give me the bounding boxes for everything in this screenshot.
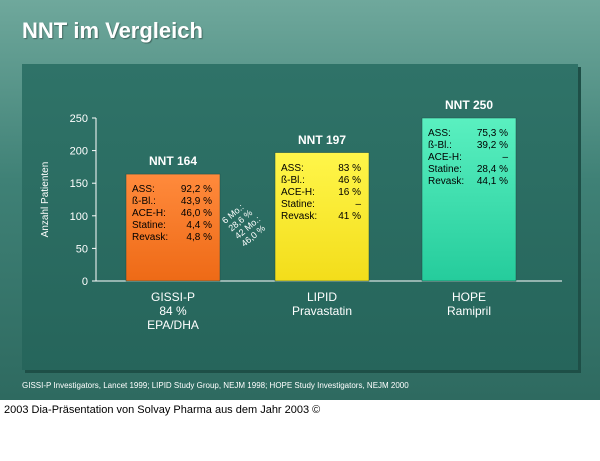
detail-row: ASS: 83 % — [281, 163, 361, 175]
bar-detail-list: ASS: 75,3 % ß-Bl.: 39,2 % ACE-H: – Statine: 28,… — [428, 128, 508, 188]
detail-value: 39,2 % — [476, 140, 508, 151]
detail-label: ß-Bl.: — [428, 140, 452, 151]
detail-value: 41 % — [338, 210, 361, 222]
bar-chart: 0 50 100 150 200 250 Anzahl Patienten — [40, 113, 562, 288]
category-label: HOPE Ramipril — [409, 290, 529, 318]
chart-panel: 0 50 100 150 200 250 Anzahl Patienten NNT 164 A… — [22, 64, 578, 370]
image-caption: 2003 Dia-Präsentation von Solvay Pharma … — [4, 404, 321, 416]
source-citation: GISSI-P Investigators, Lancet 1999; LIPI… — [22, 381, 409, 390]
y-tick-label: 0 — [82, 276, 88, 288]
y-tick-label: 100 — [70, 211, 88, 223]
bar-gissi-p — [125, 173, 221, 282]
detail-label: ASS: — [132, 184, 155, 196]
detail-label: ACE-H: — [428, 152, 462, 163]
detail-row: ß-Bl.: 43,9 % — [132, 196, 212, 208]
detail-row: Revask: 4,8 % — [132, 232, 212, 244]
detail-row: Revask: 41 % — [281, 211, 361, 223]
detail-value: 83 % — [338, 162, 361, 174]
detail-label: ASS: — [281, 162, 304, 174]
detail-value: 46 % — [338, 174, 361, 186]
category-label: GISSI-P 84 % EPA/DHA — [113, 290, 233, 332]
y-tick-label: 250 — [70, 113, 88, 125]
detail-label: Statine: — [132, 220, 166, 232]
detail-row: Revask: 44,1 % — [428, 176, 508, 188]
detail-row: ß-Bl.: 46 % — [281, 175, 361, 187]
category-label-line: 84 % — [159, 304, 187, 318]
detail-value: 75,3 % — [476, 128, 508, 139]
bar-hope — [421, 117, 517, 282]
detail-row: ACE-H: 16 % — [281, 187, 361, 199]
slide: NNT im Vergleich 0 50 100 150 200 250 Anzahl P… — [0, 0, 600, 400]
bar-lipid — [274, 152, 370, 282]
detail-row: ß-Bl.: 39,2 % — [428, 140, 508, 152]
detail-label: Statine: — [428, 164, 462, 175]
detail-label: ß-Bl.: — [281, 174, 305, 186]
detail-label: ASS: — [428, 128, 451, 139]
detail-row: Statine: 28,4 % — [428, 164, 508, 176]
detail-label: Revask: — [132, 232, 169, 244]
detail-value: 16 % — [338, 186, 361, 198]
detail-label: Statine: — [281, 198, 315, 210]
category-label-line: Ramipril — [446, 304, 491, 318]
category-label: LIPID Pravastatin — [262, 290, 382, 318]
y-tick-label: 200 — [70, 146, 88, 158]
detail-value: 46,0 % — [180, 208, 212, 220]
slide-title: NNT im Vergleich — [22, 18, 203, 43]
detail-value: 4,8 % — [186, 232, 212, 244]
bar-value-label: NNT 197 — [297, 132, 347, 147]
bar-value-label: NNT 250 — [444, 98, 494, 112]
category-label-line: LIPID — [306, 290, 337, 304]
detail-label: Revask: — [281, 210, 318, 222]
bar-detail-list: ASS: 83 % ß-Bl.: 46 % ACE-H: 16 % Statine: – Rev… — [281, 163, 361, 223]
detail-value: 44,1 % — [476, 176, 508, 187]
category-label-line: EPA/DHA — [147, 318, 199, 332]
detail-row: Statine: – — [281, 199, 361, 211]
bar-value-label: NNT 164 — [148, 154, 198, 169]
detail-value: – — [355, 198, 361, 210]
bar-detail-list: ASS: 92,2 % ß-Bl.: 43,9 % ACE-H: 46,0 % Statin… — [132, 184, 212, 244]
y-tick-label: 150 — [70, 178, 88, 190]
detail-label: ACE-H: — [132, 208, 166, 220]
detail-value: 43,9 % — [180, 196, 212, 208]
detail-value: 92,2 % — [180, 184, 212, 196]
detail-row: ASS: 75,3 % — [428, 128, 508, 140]
detail-row: ASS: 92,2 % — [132, 184, 212, 196]
y-axis-label: Anzahl Patienten — [40, 162, 51, 238]
detail-value: 4,4 % — [186, 220, 212, 232]
detail-row: ACE-H: – — [428, 152, 508, 164]
detail-label: ACE-H: — [281, 186, 315, 198]
y-tick-label: 50 — [76, 243, 88, 255]
category-label-line: GISSI-P — [150, 290, 195, 304]
detail-value: 28,4 % — [476, 164, 508, 175]
category-label-line: HOPE — [451, 290, 486, 304]
detail-row: Statine: 4,4 % — [132, 220, 212, 232]
detail-value: – — [502, 152, 508, 163]
detail-label: ß-Bl.: — [132, 196, 156, 208]
detail-row: ACE-H: 46,0 % — [132, 208, 212, 220]
category-label-line: Pravastatin — [291, 304, 353, 318]
detail-label: Revask: — [428, 176, 465, 187]
